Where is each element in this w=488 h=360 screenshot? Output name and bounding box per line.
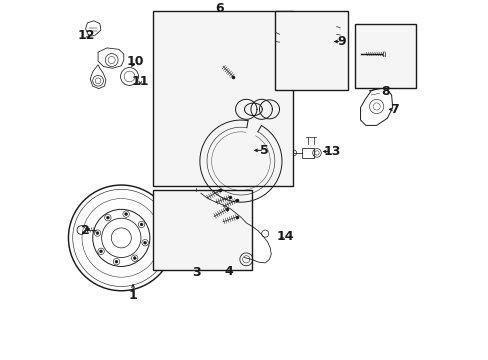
Bar <box>153 11 292 186</box>
Text: 4: 4 <box>224 265 232 278</box>
Text: 14: 14 <box>276 230 294 243</box>
Text: 2: 2 <box>81 224 90 237</box>
Text: 3: 3 <box>192 266 200 279</box>
Text: 11: 11 <box>131 75 149 88</box>
Bar <box>274 11 347 90</box>
Circle shape <box>124 213 127 216</box>
Circle shape <box>115 260 118 263</box>
Circle shape <box>100 250 102 253</box>
Text: 6: 6 <box>215 2 224 15</box>
Bar <box>301 148 314 158</box>
Text: 12: 12 <box>78 28 95 41</box>
Text: 8: 8 <box>381 85 389 98</box>
Text: 10: 10 <box>126 55 144 68</box>
Circle shape <box>143 241 146 244</box>
Bar <box>278 27 302 41</box>
Circle shape <box>140 223 142 226</box>
Text: 1: 1 <box>128 288 137 302</box>
Circle shape <box>106 216 109 219</box>
Bar <box>193 191 201 196</box>
Bar <box>153 190 251 270</box>
Bar <box>354 24 415 88</box>
Text: 13: 13 <box>323 145 340 158</box>
Bar <box>201 193 249 240</box>
Text: 7: 7 <box>389 103 398 116</box>
Circle shape <box>133 257 136 260</box>
Circle shape <box>96 231 99 234</box>
Text: 9: 9 <box>337 35 345 48</box>
Text: 5: 5 <box>259 144 268 157</box>
